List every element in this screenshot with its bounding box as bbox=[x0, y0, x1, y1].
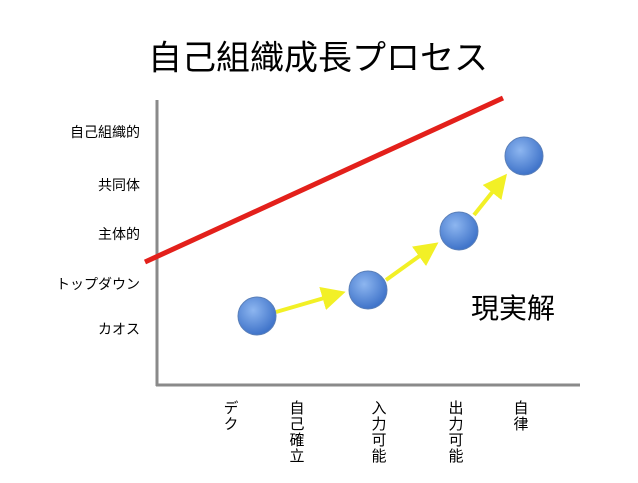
y-label: トップダウン bbox=[56, 277, 140, 293]
nodes bbox=[237, 136, 544, 336]
title: 自己組織成長プロセス bbox=[148, 39, 488, 79]
annotation: 現実解 bbox=[471, 292, 555, 325]
arrows bbox=[275, 173, 507, 314]
y-label: 共同体 bbox=[98, 178, 140, 194]
axes bbox=[155, 100, 580, 387]
x-label: 入力可能 bbox=[370, 400, 388, 464]
x-label: 自己確立 bbox=[288, 400, 306, 464]
y-label: カオス bbox=[98, 322, 140, 338]
y-label: 自己組織的 bbox=[70, 125, 140, 141]
x-label: 出力可能 bbox=[447, 400, 465, 464]
y-label: 主体的 bbox=[98, 227, 140, 243]
trend-line bbox=[143, 95, 505, 265]
x-label: 自律 bbox=[512, 400, 530, 432]
x-label: デク bbox=[222, 400, 240, 432]
